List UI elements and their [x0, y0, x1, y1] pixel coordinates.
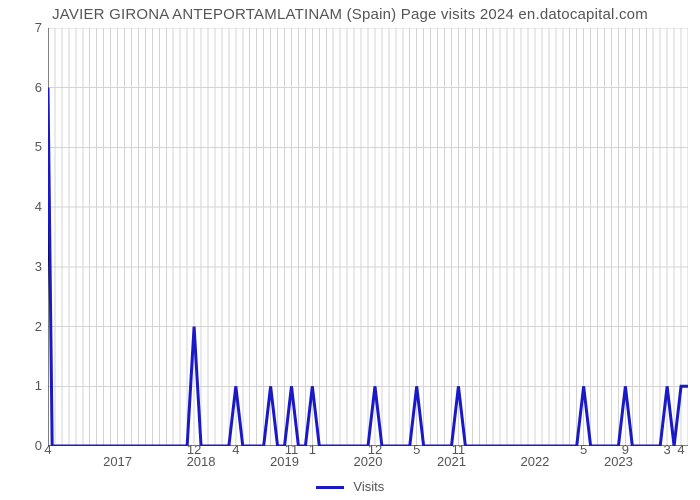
x-tick-label: 2017: [103, 454, 132, 469]
value-label: 4: [44, 442, 51, 457]
y-tick-label: 7: [2, 20, 42, 35]
value-label: 12: [187, 442, 201, 457]
plot-area: [48, 28, 688, 446]
x-tick-label: 2022: [520, 454, 549, 469]
y-tick-label: 0: [2, 438, 42, 453]
plot-svg: [48, 28, 688, 446]
value-label: 11: [452, 442, 466, 457]
y-tick-label: 3: [2, 259, 42, 274]
legend-swatch: [316, 486, 344, 489]
chart-container: JAVIER GIRONA ANTEPORTAMLATINAM (Spain) …: [0, 0, 700, 500]
legend: Visits: [0, 479, 700, 494]
y-tick-label: 2: [2, 319, 42, 334]
value-label: 4: [232, 442, 239, 457]
value-label: 3: [664, 442, 671, 457]
y-tick-label: 1: [2, 378, 42, 393]
value-label: 9: [622, 442, 629, 457]
value-label: 11: [285, 442, 299, 457]
y-tick-label: 6: [2, 80, 42, 95]
chart-title: JAVIER GIRONA ANTEPORTAMLATINAM (Spain) …: [0, 6, 700, 23]
legend-label: Visits: [353, 479, 384, 494]
value-label: 5: [413, 442, 420, 457]
value-label: 1: [309, 442, 316, 457]
value-label: 4: [677, 442, 684, 457]
value-label: 5: [580, 442, 587, 457]
y-tick-label: 4: [2, 199, 42, 214]
value-label: 12: [368, 442, 382, 457]
y-tick-label: 5: [2, 139, 42, 154]
